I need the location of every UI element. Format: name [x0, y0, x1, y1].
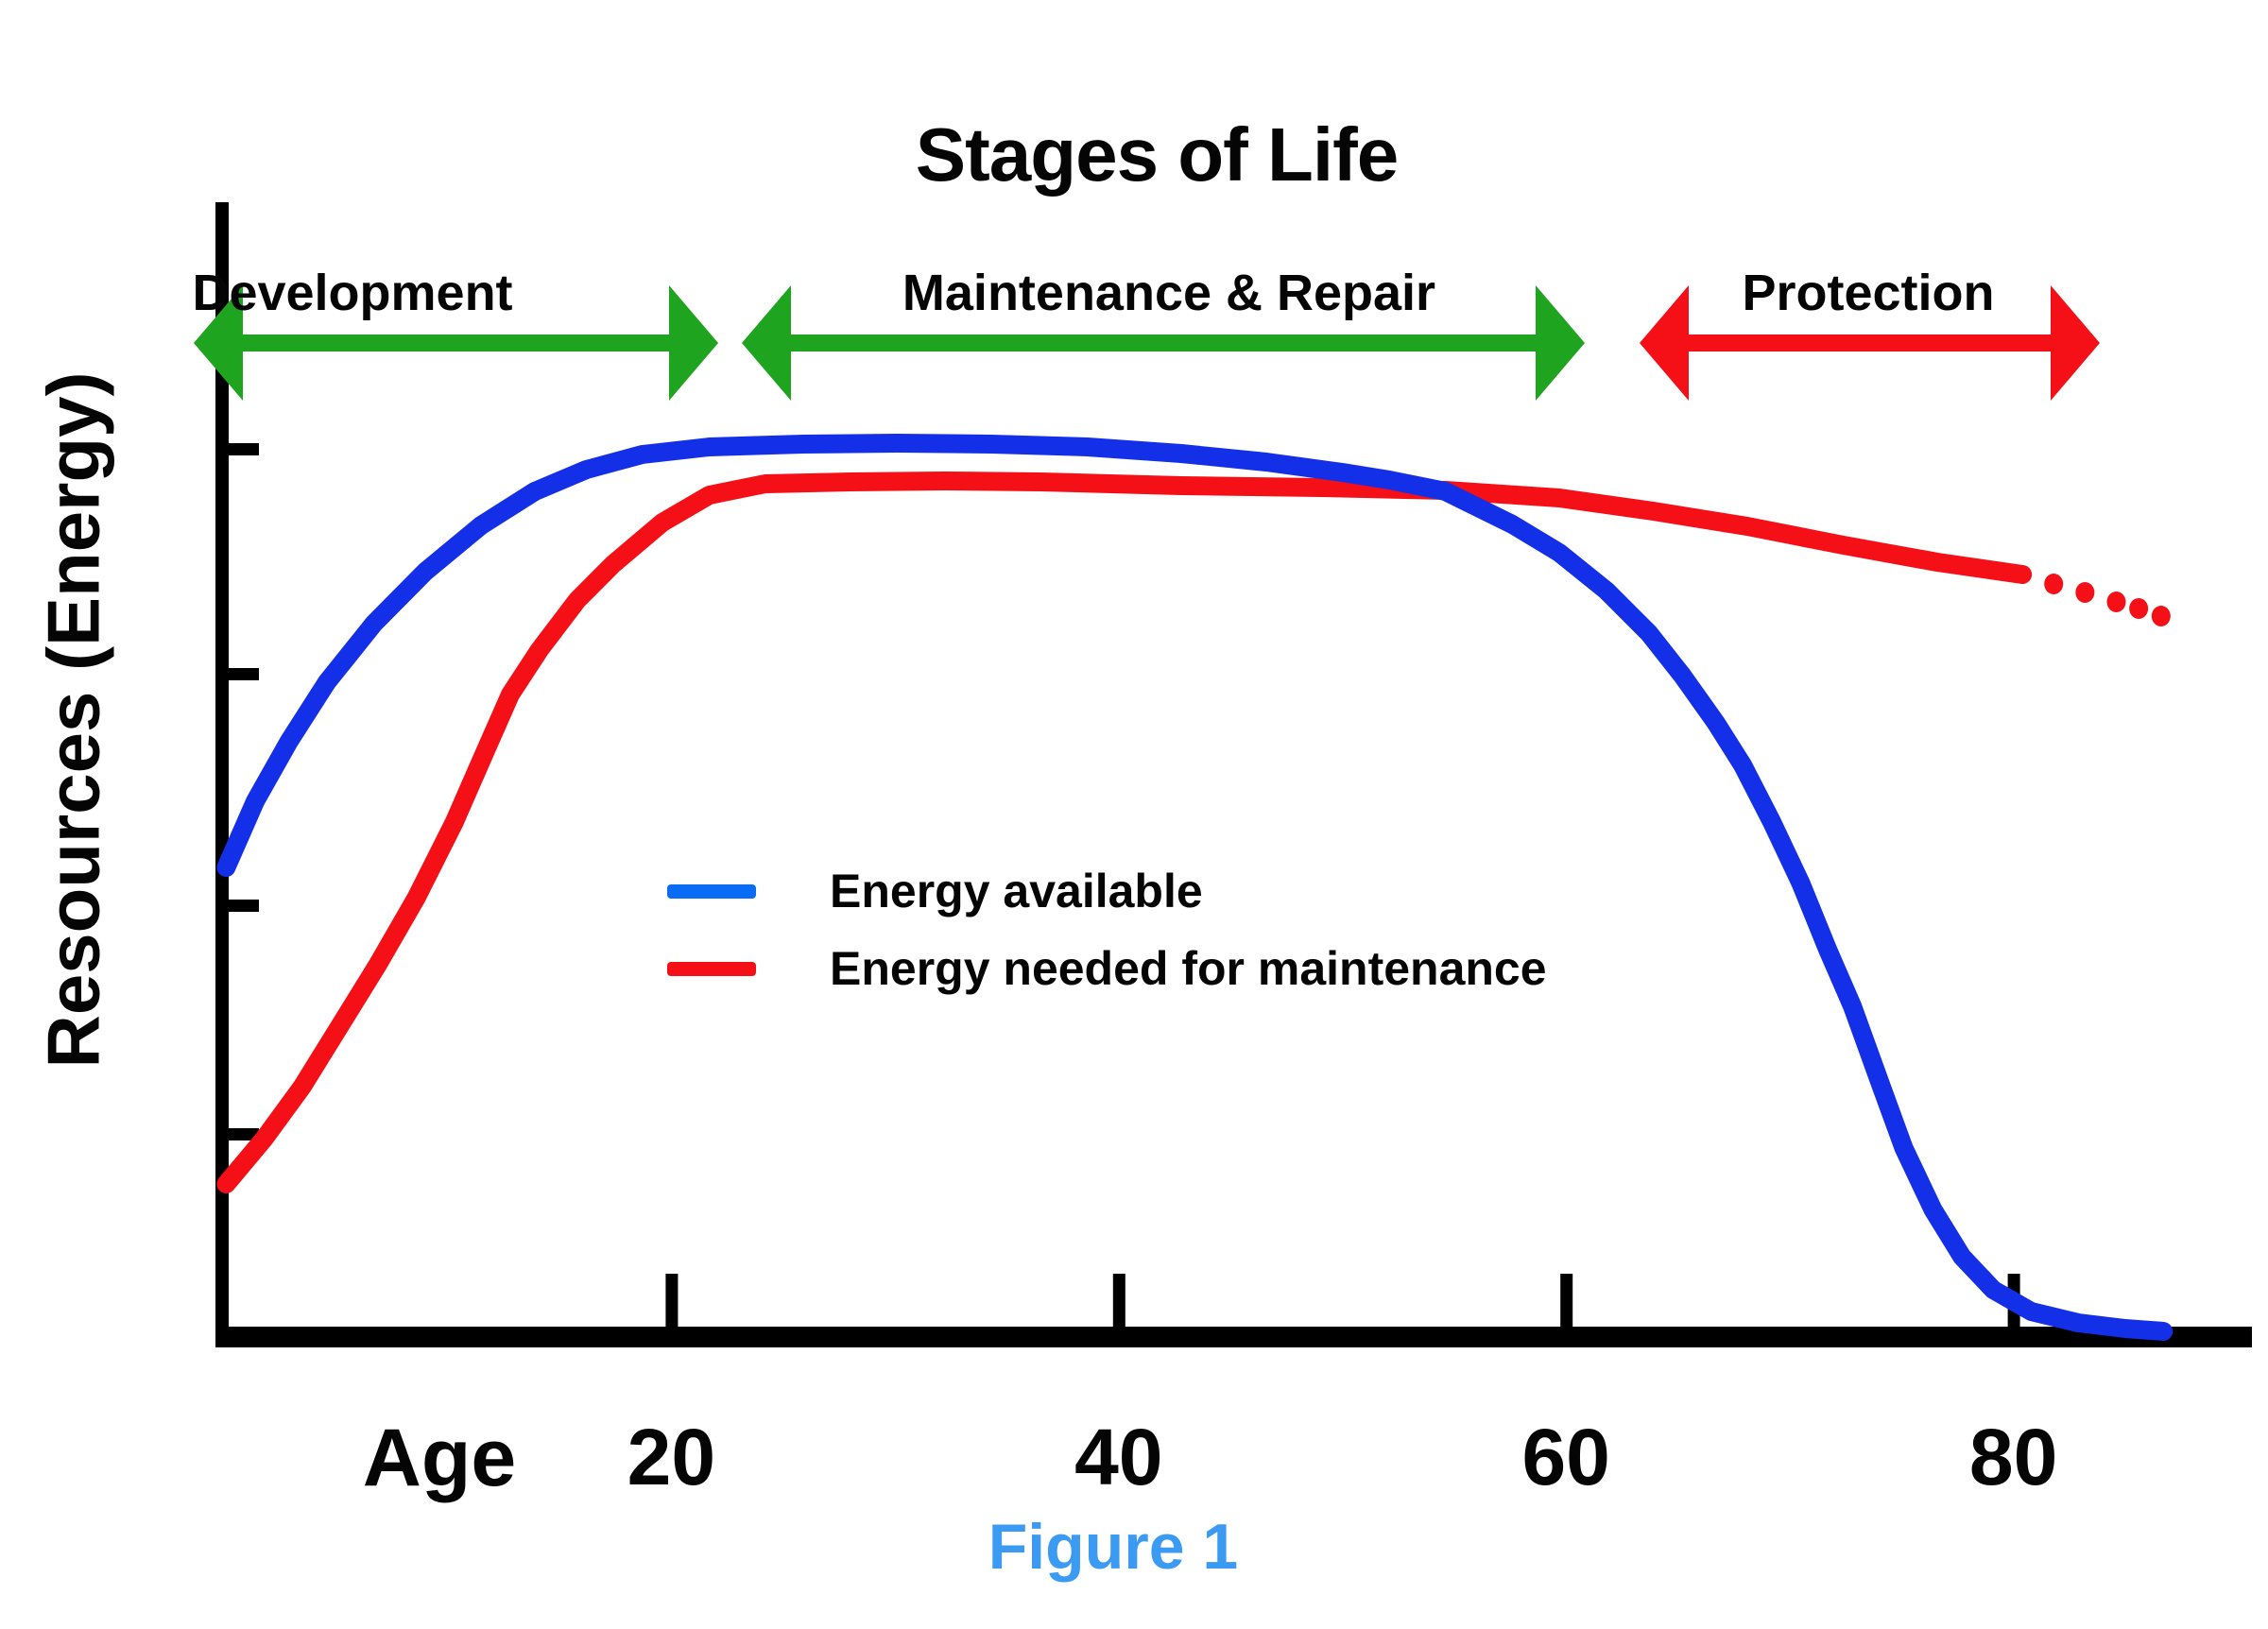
x-axis-label: Age — [362, 1413, 517, 1503]
x-axis-tick — [1560, 1274, 1573, 1329]
curve-energy-needed-dot — [2106, 592, 2126, 612]
x-axis-tick — [665, 1274, 679, 1329]
legend-swatch-energy-needed — [667, 961, 756, 976]
legend-label-energy-available: Energy available — [830, 865, 1203, 917]
legend-row-energy-available: Energy available — [667, 852, 1547, 930]
y-axis-tick — [229, 668, 259, 680]
x-axis-tick — [1112, 1274, 1125, 1329]
legend-row-energy-needed: Energy needed for maintenance — [667, 930, 1547, 1007]
legend-swatch-energy-available — [667, 883, 756, 899]
figure-caption: Figure 1 — [988, 1511, 1239, 1583]
x-tick-label-20: 20 — [627, 1413, 716, 1501]
legend: Energy available Energy needed for maint… — [667, 852, 1547, 1007]
stage-label-protection: Protection — [1742, 265, 1995, 321]
y-axis-line — [215, 202, 229, 1347]
y-axis-tick — [229, 900, 259, 912]
curve-energy-needed-dot — [2075, 582, 2095, 603]
curve-energy-needed-dot — [2044, 574, 2064, 594]
stage-arrow-1 — [742, 285, 1585, 401]
stage-label-maintenance-repair: Maintenance & Repair — [902, 265, 1436, 321]
x-tick-label-80: 80 — [1968, 1413, 2058, 1501]
legend-label-energy-needed: Energy needed for maintenance — [830, 942, 1547, 995]
curve-energy-needed — [216, 472, 2033, 1193]
y-axis-tick — [229, 443, 259, 455]
curve-energy-needed-dot — [2129, 598, 2149, 619]
curve-energy-needed-dot — [2151, 606, 2171, 626]
curve-energy-available — [216, 434, 2174, 1341]
chart-title: Stages of Life — [915, 112, 1400, 197]
x-tick-label-40: 40 — [1074, 1413, 1163, 1501]
x-tick-label-60: 60 — [1521, 1413, 1610, 1501]
x-axis-line — [215, 1327, 2252, 1347]
stage-arrow-0 — [194, 285, 718, 401]
stage-arrow-2 — [1640, 285, 2100, 401]
stage-label-development: Development — [192, 265, 513, 321]
y-axis-tick — [229, 1128, 259, 1140]
